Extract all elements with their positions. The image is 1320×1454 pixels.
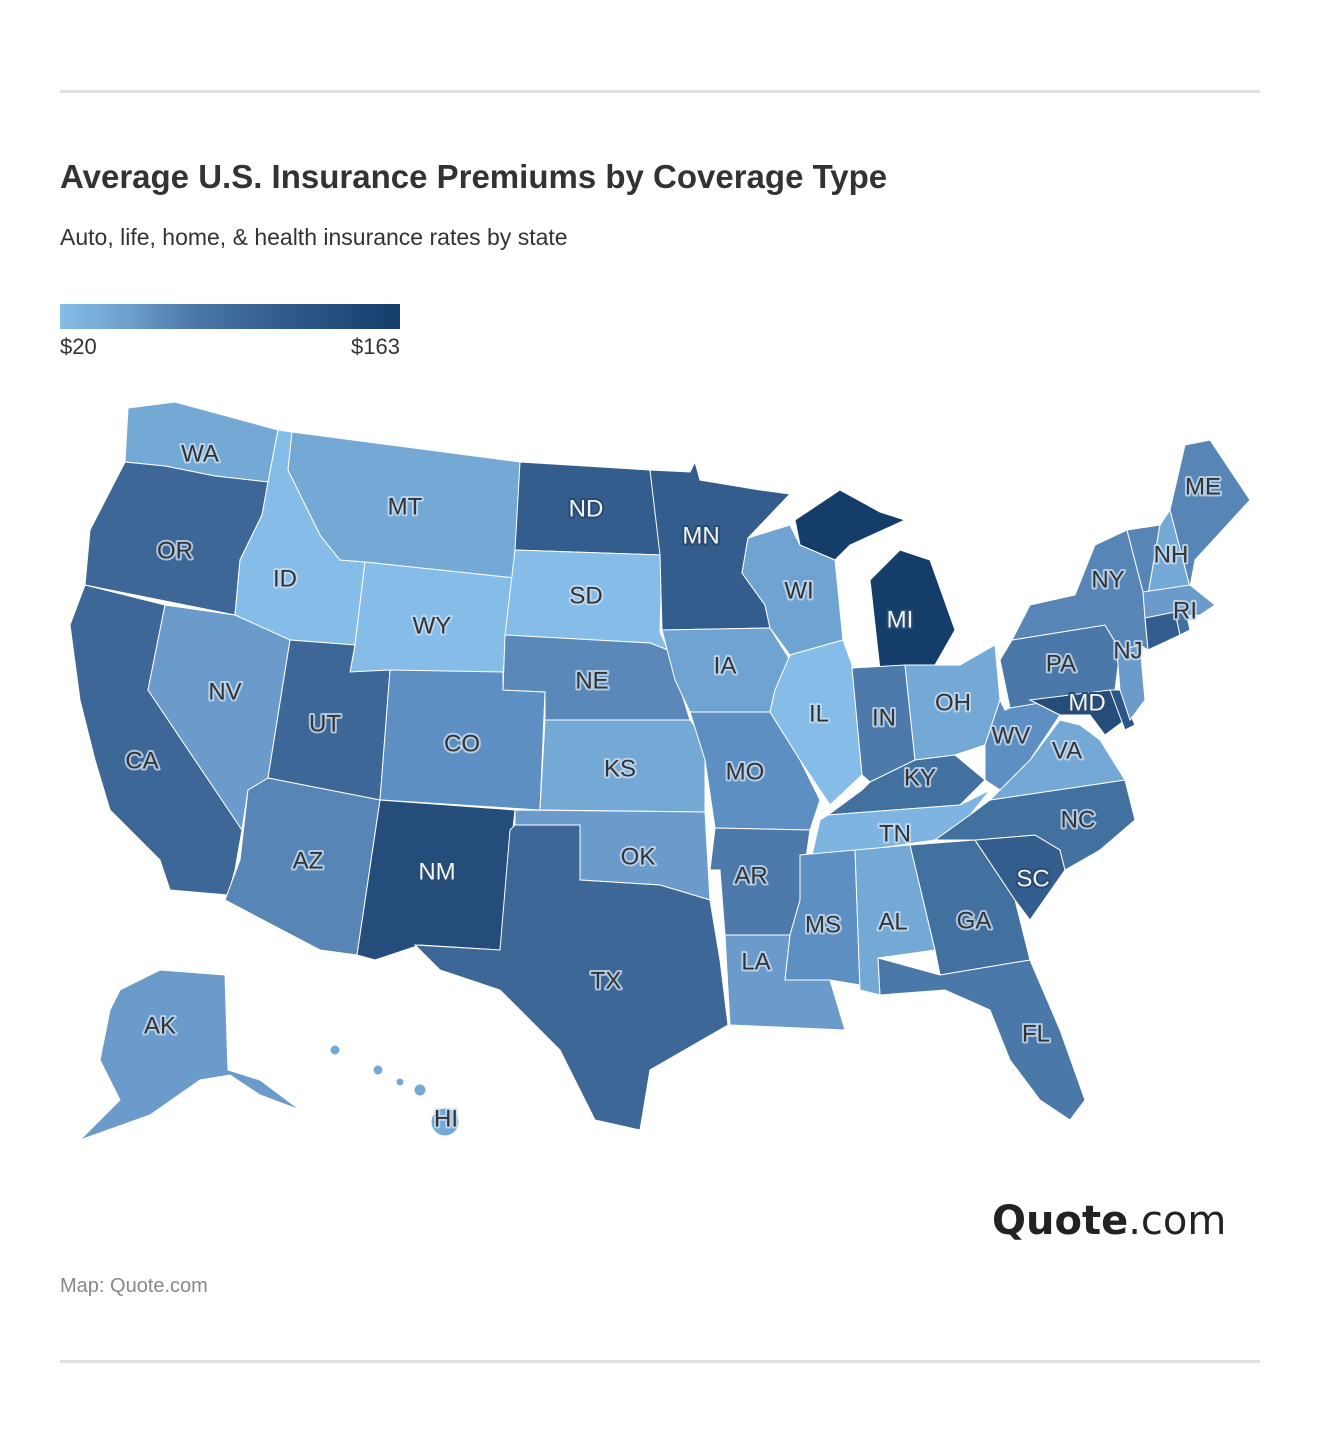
state-label-CO: CO (444, 730, 480, 757)
state-FL (877, 957, 1086, 1121)
quote-logo: Quote.com (992, 1198, 1227, 1244)
state-HI (413, 1083, 427, 1097)
state-label-IL: IL (809, 700, 829, 727)
color-scale-legend (60, 304, 400, 329)
state-label-MO: MO (726, 758, 765, 785)
state-TX (413, 824, 729, 1131)
state-label-RI: RI (1173, 597, 1197, 624)
state-label-PA: PA (1046, 650, 1076, 677)
state-label-ND: ND (569, 495, 604, 522)
state-KS (539, 719, 706, 813)
state-HI (372, 1064, 384, 1076)
state-label-TN: TN (879, 820, 911, 847)
state-label-AK: AK (144, 1012, 176, 1039)
state-label-GA: GA (957, 907, 992, 934)
state-DE (1109, 689, 1136, 731)
state-label-SC: SC (1016, 865, 1049, 892)
bottom-divider (60, 1360, 1260, 1363)
state-NC (933, 779, 1136, 871)
state-label-NC: NC (1061, 806, 1096, 833)
state-IL (769, 639, 863, 806)
state-AK (79, 969, 301, 1141)
state-label-WA: WA (181, 440, 219, 467)
state-label-NH: NH (1154, 541, 1189, 568)
state-label-AL: AL (878, 908, 907, 935)
state-label-OK: OK (621, 843, 656, 870)
legend-min-label: $20 (60, 334, 97, 359)
state-label-SD: SD (569, 582, 602, 609)
source-note: Map: Quote.com (60, 1275, 208, 1297)
state-label-IN: IN (872, 704, 896, 731)
state-label-TX: TX (591, 967, 622, 994)
state-label-MS: MS (805, 911, 841, 938)
state-label-LA: LA (741, 948, 770, 975)
state-label-ME: ME (1185, 473, 1221, 500)
state-label-CA: CA (125, 747, 158, 774)
state-label-VA: VA (1052, 737, 1082, 764)
state-label-MI: MI (887, 606, 914, 633)
state-HI (329, 1044, 341, 1056)
state-label-NV: NV (208, 678, 241, 705)
state-label-OH: OH (935, 689, 971, 716)
state-label-KY: KY (904, 764, 936, 791)
state-MA (1142, 584, 1216, 619)
state-label-WI: WI (784, 577, 813, 604)
state-label-NE: NE (575, 667, 608, 694)
chart-title: Average U.S. Insurance Premiums by Cover… (60, 158, 888, 195)
state-label-IA: IA (714, 652, 737, 679)
chart-subtitle: Auto, life, home, & health insurance rat… (60, 224, 568, 250)
state-label-AZ: AZ (293, 847, 324, 874)
state-HI (430, 1107, 460, 1137)
state-label-NM: NM (418, 858, 455, 885)
state-label-MN: MN (682, 522, 719, 549)
state-label-NJ: NJ (1113, 637, 1142, 664)
top-divider (60, 90, 1260, 93)
state-label-ID: ID (273, 565, 297, 592)
state-label-MD: MD (1068, 689, 1105, 716)
state-label-HI: HI (434, 1105, 458, 1132)
legend-max-label: $163 (351, 334, 400, 359)
state-label-MT: MT (388, 493, 423, 520)
state-RI (1174, 611, 1191, 636)
state-HI (395, 1077, 405, 1087)
state-label-UT: UT (309, 710, 341, 737)
state-label-WY: WY (413, 612, 452, 639)
state-label-KS: KS (604, 755, 636, 782)
state-label-OR: OR (157, 537, 193, 564)
state-label-NY: NY (1091, 566, 1124, 593)
state-label-AR: AR (734, 862, 767, 889)
state-label-FL: FL (1022, 1020, 1050, 1047)
state-label-WV: WV (992, 722, 1031, 749)
